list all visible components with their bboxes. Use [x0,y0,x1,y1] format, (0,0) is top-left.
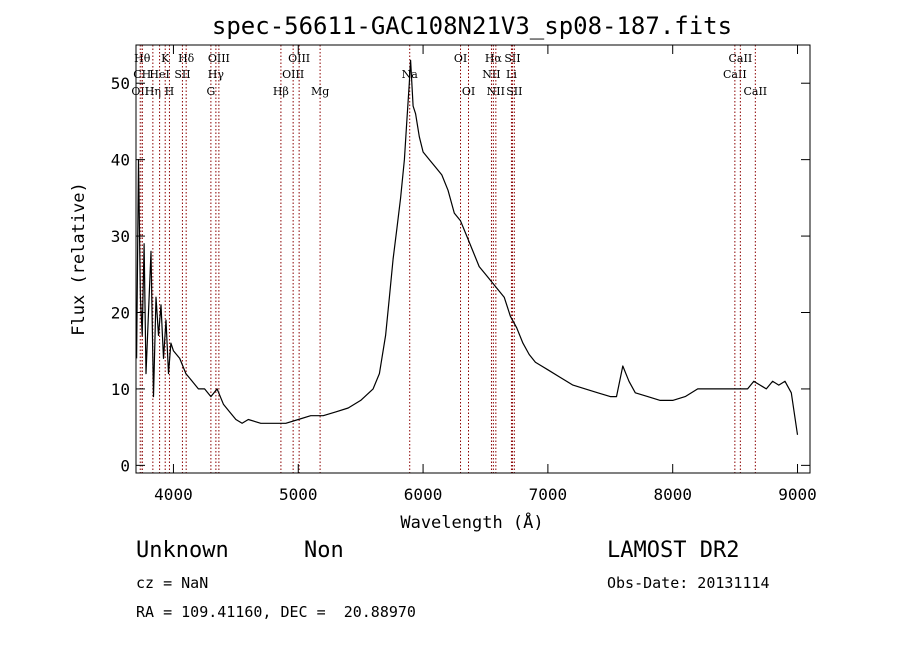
spectral-line-label: OI [462,85,475,98]
spectral-line-label: Hθ [134,52,151,65]
y-tick-label: 20 [111,304,130,323]
x-tick-label: 8000 [653,485,692,504]
spectral-line-label: Li [506,68,517,81]
x-tick-label: 4000 [154,485,193,504]
spectral-line-label: SII [174,68,190,81]
observation-date: Obs-Date: 20131114 [607,574,770,592]
spectral-line-label: CaII [743,85,767,98]
spectral-line-label: H [165,85,175,98]
x-tick-label: 7000 [529,485,568,504]
y-axis-ticks: 0 10 20 30 40 50 [111,74,810,475]
flux-series [136,59,799,435]
object-subclass: Non [304,538,344,563]
spectral-line-label: G [206,85,215,98]
spectral-line-label: Hβ [273,85,289,98]
spectral-line-label: Hδ [178,52,195,65]
x-tick-label: 9000 [778,485,817,504]
spectral-line-label: Hγ [208,68,225,81]
spectral-line-label: SII [506,85,522,98]
spectral-line-label: OI [454,52,467,65]
spectral-line-label: Hα [485,52,503,65]
coordinates-readout: RA = 109.41160, DEC = 20.88970 [136,603,416,621]
x-tick-label: 6000 [404,485,443,504]
object-class: Unknown [136,538,229,563]
x-axis-label: Wavelength (Å) [400,511,543,533]
spectral-line-label: OIII [282,68,304,81]
spectral-line-label: Mg [311,85,329,98]
spectral-line-label: HeI [149,68,169,81]
flux-line [136,59,799,435]
y-axis-label: Flux (relative) [69,182,89,336]
spectral-line-label: SII [504,52,520,65]
plot-frame [135,44,811,474]
y-tick-label: 50 [111,74,130,93]
y-tick-label: 30 [111,227,130,246]
spectral-line-markers: OIIHθCHHηHeIKHSIIHδGHγOIIIHβOIIIOIIIMgNa… [131,45,767,473]
redshift-readout: cz = NaN [136,574,209,592]
spectral-line-label: Hη [145,85,161,98]
survey-name: LAMOST DR2 [607,538,740,563]
spectral-line-label: OIII [288,52,310,65]
x-axis-ticks: 4000 5000 6000 7000 8000 9000 [154,45,817,504]
spectral-line-label: CaII [729,52,753,65]
spectral-line-label: NII [482,68,500,81]
y-tick-label: 0 [120,456,130,475]
spectral-line-label: CaII [723,68,747,81]
spectral-line-label: NII [487,85,505,98]
y-tick-label: 40 [111,151,130,170]
spectral-line-label: CH [133,68,151,81]
spectral-line-label: OIII [208,52,230,65]
chart-title: spec-56611-GAC108N21V3_sp08-187.fits [212,12,732,40]
spectral-line-label: K [161,52,170,65]
y-tick-label: 10 [111,380,130,399]
x-tick-label: 5000 [279,485,318,504]
